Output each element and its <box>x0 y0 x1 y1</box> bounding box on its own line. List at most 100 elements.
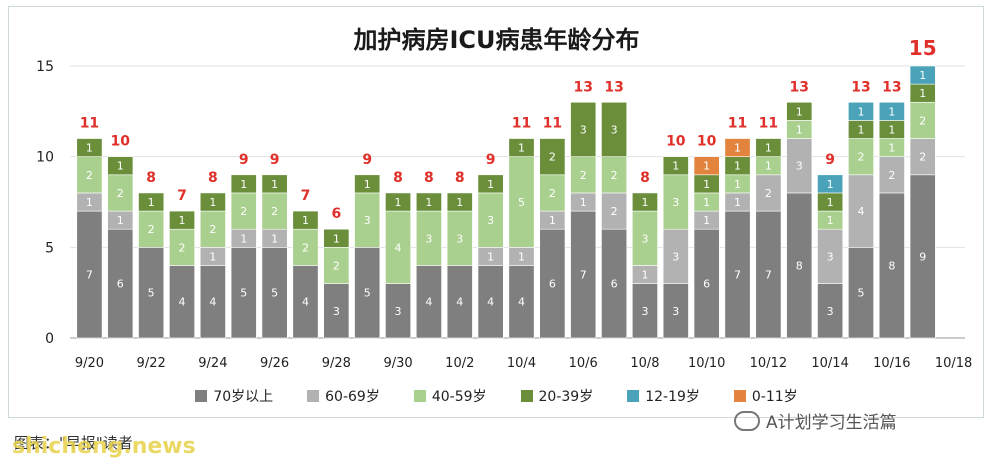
bar-value-label: 6 <box>611 278 618 291</box>
bar-value-label: 1 <box>796 123 803 136</box>
bar-value-label: 3 <box>580 123 587 136</box>
bar-segment <box>292 210 319 230</box>
bar-value-label: 1 <box>734 196 741 209</box>
total-label: 11 <box>512 116 531 132</box>
bar-value-label: 4 <box>302 296 309 309</box>
bar-segment <box>817 283 844 339</box>
bar-segment <box>878 101 905 121</box>
bar-value-label: 4 <box>518 296 525 309</box>
bar-value-label: 2 <box>86 169 93 182</box>
bar-value-label: 2 <box>765 187 772 200</box>
legend-item: 20-39岁 <box>520 386 593 406</box>
bar-segment <box>354 174 381 194</box>
total-label: 11 <box>543 116 562 132</box>
bar-value-label: 2 <box>333 259 340 272</box>
wechat-icon <box>734 410 760 431</box>
legend-item: 12-19岁 <box>627 386 700 406</box>
bar-value-label: 4 <box>425 296 432 309</box>
bar-segment <box>230 192 257 230</box>
bar-value-label: 6 <box>549 278 556 291</box>
bar-segment <box>138 247 165 339</box>
bar-value-label: 9 <box>919 250 926 263</box>
total-label: 10 <box>666 134 686 150</box>
bar-value-label: 2 <box>919 151 926 164</box>
bar-value-label: 3 <box>641 305 648 318</box>
bar-value-label: 1 <box>240 232 247 245</box>
bar-value-label: 3 <box>456 232 463 245</box>
y-tick-label: 15 <box>36 59 54 75</box>
total-label: 13 <box>573 79 592 95</box>
bar-segment <box>76 138 103 157</box>
bar-segment <box>601 101 628 157</box>
figure-caption: 图表："早报"读者 <box>14 434 133 452</box>
bar-value-label: 1 <box>888 123 895 136</box>
legend-swatch <box>195 390 208 402</box>
bar-segment <box>230 174 257 194</box>
bar-segment <box>199 265 226 339</box>
bar-value-label: 1 <box>703 178 710 191</box>
bar-segment <box>817 174 844 194</box>
bar-value-label: 1 <box>703 160 710 173</box>
bar-segment <box>786 138 813 194</box>
bar-value-label: 1 <box>857 105 864 118</box>
bar-value-label: 2 <box>919 114 926 127</box>
bar-value-label: 1 <box>857 123 864 136</box>
total-label: 11 <box>759 116 778 132</box>
legend-item: 0-11岁 <box>733 386 798 406</box>
bar-value-label: 1 <box>888 142 895 155</box>
bar-value-label: 1 <box>487 178 494 191</box>
total-label: 10 <box>111 134 131 150</box>
bar-value-label: 3 <box>641 232 648 245</box>
bar-value-label: 1 <box>117 160 124 173</box>
bar-value-label: 8 <box>888 259 895 272</box>
bar-segment <box>909 65 936 85</box>
bar-segment <box>292 228 319 266</box>
bar-value-label: 4 <box>487 296 494 309</box>
bar-value-label: 4 <box>395 241 402 254</box>
bar-segment <box>199 192 226 212</box>
x-tick-label: 10/6 <box>569 356 598 371</box>
bar-segment <box>508 156 535 248</box>
bar-segment <box>76 156 103 194</box>
bar-value-label: 3 <box>672 305 679 318</box>
x-tick-label: 10/18 <box>935 356 972 371</box>
bar-value-label: 2 <box>549 151 556 164</box>
bar-value-label: 1 <box>641 269 648 282</box>
total-label: 8 <box>640 170 650 186</box>
bar-segment <box>477 174 504 194</box>
x-tick-label: 10/8 <box>630 356 659 371</box>
bar-value-label: 2 <box>302 241 309 254</box>
bar-segment <box>477 265 504 339</box>
bar-value-label: 1 <box>888 105 895 118</box>
bar-segment <box>477 192 504 248</box>
bar-segment <box>539 138 566 176</box>
bar-value-label: 1 <box>672 160 679 173</box>
bar-value-label: 5 <box>148 287 155 300</box>
bar-segment <box>662 228 689 284</box>
legend-label: 60-69岁 <box>325 389 380 405</box>
bar-segment <box>848 174 874 248</box>
x-tick-label: 10/4 <box>507 356 536 371</box>
bar-segment <box>446 265 473 339</box>
bar-value-label: 7 <box>765 269 772 282</box>
bar-value-label: 1 <box>240 178 247 191</box>
bar-value-label: 1 <box>487 250 494 263</box>
bar-value-label: 1 <box>209 196 216 209</box>
bar-value-label: 4 <box>456 296 463 309</box>
bar-value-label: 1 <box>518 142 525 155</box>
legend-item: 60-69岁 <box>307 386 380 406</box>
bar-segment <box>631 192 658 212</box>
bar-segment <box>446 210 473 266</box>
bar-segment <box>415 265 442 339</box>
bar-value-label: 2 <box>580 169 587 182</box>
total-label: 10 <box>697 134 717 150</box>
bar-segment <box>385 210 412 284</box>
bar-value-label: 7 <box>86 269 93 282</box>
bar-value-label: 4 <box>179 296 186 309</box>
total-label: 8 <box>146 170 156 186</box>
bar-segment <box>848 138 874 176</box>
bar-segment <box>662 283 689 339</box>
total-label: 8 <box>424 170 434 186</box>
bar-segment <box>508 138 535 157</box>
